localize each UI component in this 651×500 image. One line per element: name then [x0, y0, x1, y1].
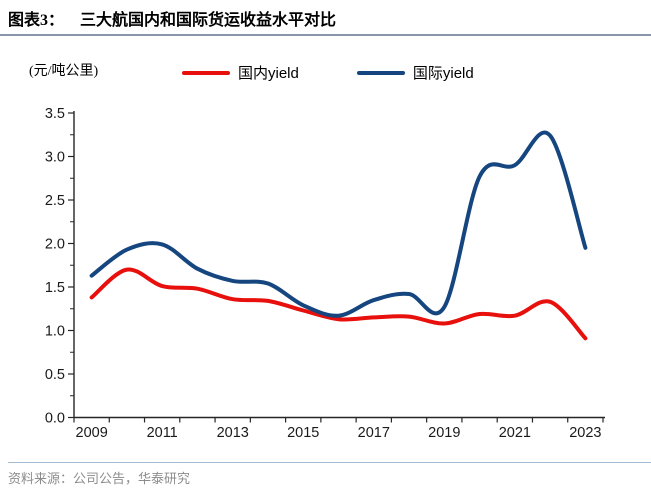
y-tick-label: 2.5 [45, 193, 65, 209]
legend-label-international: 国际yield [412, 65, 474, 82]
legend-item-domestic: 国内yield [182, 62, 299, 83]
y-tick-label: 3.5 [45, 106, 65, 122]
legend: 国内yield 国际yield [182, 62, 474, 83]
y-tick-label: 3.0 [45, 150, 65, 166]
y-axis-unit-label: (元/吨公里) [29, 64, 99, 79]
chart-number-label: 图表3： [8, 12, 65, 29]
chart-title: 图表3： 三大航国内和国际货运收益水平对比 [8, 6, 643, 30]
x-tick-label: 2013 [217, 425, 249, 441]
y-tick-label: 1.5 [45, 280, 65, 296]
x-tick-label: 2011 [147, 425, 178, 441]
y-tick-label: 1.0 [45, 324, 65, 340]
source-note: 资料来源：公司公告，华泰研究 [8, 471, 191, 486]
x-tick-label: 2017 [358, 425, 390, 441]
y-tick-label: 0.0 [45, 411, 65, 427]
footer-divider [8, 462, 651, 463]
y-tick-label: 2.0 [45, 237, 65, 253]
domestic-line-swatch [182, 70, 230, 75]
chart-title-text: 三大航国内和国际货运收益水平对比 [80, 12, 337, 29]
title-divider [0, 34, 651, 36]
international-yield-line [89, 130, 588, 318]
domestic-yield-line [89, 267, 588, 341]
x-tick-label: 2019 [428, 425, 460, 441]
x-tick-label: 2009 [76, 425, 108, 441]
y-tick-label: 0.5 [45, 367, 65, 383]
x-tick-label: 2021 [499, 425, 531, 441]
international-line-swatch [356, 70, 405, 75]
x-tick-label: 2015 [287, 425, 319, 441]
x-tick-label: 2023 [569, 425, 601, 441]
legend-label-domestic: 国内yield [238, 65, 299, 82]
legend-item-international: 国际yield [356, 62, 474, 83]
